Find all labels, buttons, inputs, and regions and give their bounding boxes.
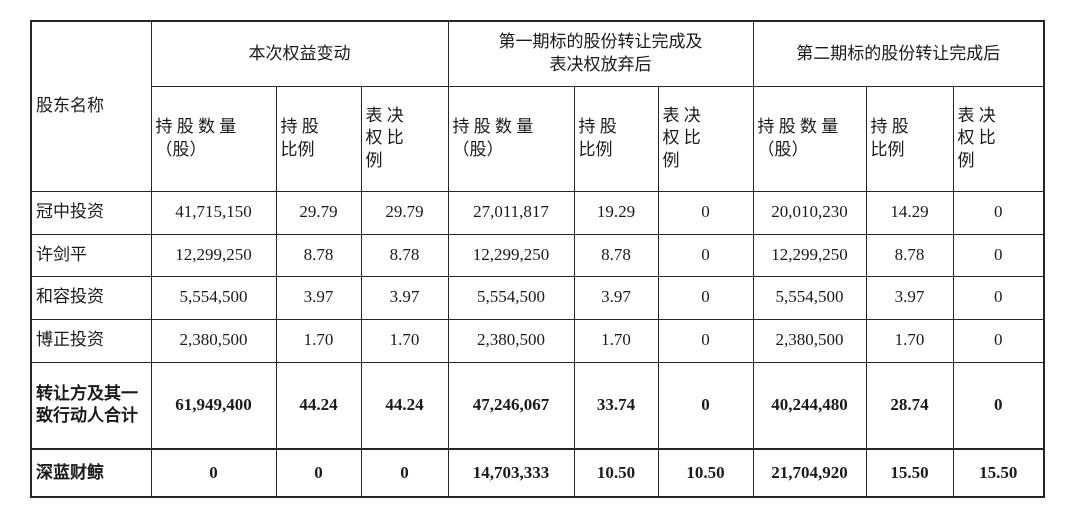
- shareholder-name: 深蓝财鲸: [30, 448, 152, 498]
- cell-value: 8.78: [865, 233, 954, 277]
- cell-value: 20,010,230: [752, 190, 867, 235]
- shareholder-name: 和容投资: [30, 275, 152, 320]
- cell-value: 21,704,920: [752, 448, 867, 498]
- cell-value: 41,715,150: [150, 190, 277, 235]
- cell-value: 8.78: [360, 233, 449, 277]
- cell-value: 2,380,500: [752, 318, 867, 363]
- col-header-ratio-1: 持 股 比例: [275, 85, 362, 192]
- table-row-bozheng: 博正投资 2,380,500 1.70 1.70 2,380,500 1.70 …: [30, 318, 1045, 363]
- cell-value: 0: [657, 361, 754, 450]
- cell-value: 33.74: [573, 361, 659, 450]
- cell-value: 1.70: [360, 318, 449, 363]
- group-header-after-second-transfer: 第二期标的股份转让完成后: [752, 20, 1045, 87]
- col-header-ratio-3: 持 股 比例: [865, 85, 954, 192]
- cell-value: 0: [952, 233, 1045, 277]
- shareholder-name: 冠中投资: [30, 190, 152, 235]
- cell-value: 47,246,067: [447, 361, 575, 450]
- cell-value: 1.70: [865, 318, 954, 363]
- cell-value: 0: [657, 233, 754, 277]
- table-row-shenlancaijing: 深蓝财鲸 0 0 0 14,703,333 10.50 10.50 21,704…: [30, 448, 1045, 498]
- cell-value: 5,554,500: [150, 275, 277, 320]
- cell-value: 19.29: [573, 190, 659, 235]
- col-header-voting-2: 表 决 权 比 例: [657, 85, 754, 192]
- cell-value: 15.50: [952, 448, 1045, 498]
- cell-value: 8.78: [573, 233, 659, 277]
- col-header-qty-1: 持 股 数 量 （股）: [150, 85, 277, 192]
- cell-value: 0: [952, 318, 1045, 363]
- cell-value: 15.50: [865, 448, 954, 498]
- shareholding-change-table: 股东名称 本次权益变动 第一期标的股份转让完成及 表决权放弃后 第二期标的股份转…: [30, 20, 1046, 498]
- cell-value: 44.24: [360, 361, 449, 450]
- cell-value: 8.78: [275, 233, 362, 277]
- cell-value: 10.50: [657, 448, 754, 498]
- cell-value: 12,299,250: [752, 233, 867, 277]
- cell-value: 0: [952, 275, 1045, 320]
- cell-value: 0: [275, 448, 362, 498]
- cell-value: 5,554,500: [752, 275, 867, 320]
- cell-value: 3.97: [360, 275, 449, 320]
- cell-value: 0: [360, 448, 449, 498]
- col-header-voting-1: 表 决 权 比 例: [360, 85, 449, 192]
- table-row-xujianping: 许剑平 12,299,250 8.78 8.78 12,299,250 8.78…: [30, 233, 1045, 277]
- cell-value: 29.79: [275, 190, 362, 235]
- group-header-row: 股东名称 本次权益变动 第一期标的股份转让完成及 表决权放弃后 第二期标的股份转…: [30, 20, 1045, 192]
- shareholder-name: 博正投资: [30, 318, 152, 363]
- cell-value: 14,703,333: [447, 448, 575, 498]
- sub-header-row: 持 股 数 量 （股） 持 股 比例 表 决 权 比 例 持 股 数 量 （股）…: [31, 85, 1045, 192]
- col-header-qty-3: 持 股 数 量 （股）: [752, 85, 867, 192]
- corner-header-shareholder-name: 股东名称: [30, 20, 152, 192]
- cell-value: 1.70: [573, 318, 659, 363]
- cell-value: 5,554,500: [447, 275, 575, 320]
- cell-value: 61,949,400: [150, 361, 277, 450]
- cell-value: 2,380,500: [447, 318, 575, 363]
- cell-value: 0: [150, 448, 277, 498]
- group-header-current-change: 本次权益变动: [150, 20, 449, 87]
- table-row-guanzhong: 冠中投资 41,715,150 29.79 29.79 27,011,817 1…: [30, 190, 1045, 235]
- cell-value: 0: [952, 190, 1045, 235]
- col-header-voting-3: 表 决 权 比 例: [952, 85, 1045, 192]
- table-row-herong: 和容投资 5,554,500 3.97 3.97 5,554,500 3.97 …: [30, 275, 1045, 320]
- cell-value: 12,299,250: [447, 233, 575, 277]
- cell-value: 10.50: [573, 448, 659, 498]
- cell-value: 12,299,250: [150, 233, 277, 277]
- cell-value: 3.97: [865, 275, 954, 320]
- cell-value: 1.70: [275, 318, 362, 363]
- cell-value: 40,244,480: [752, 361, 867, 450]
- cell-value: 0: [657, 190, 754, 235]
- cell-value: 0: [952, 361, 1045, 450]
- col-header-ratio-2: 持 股 比例: [573, 85, 659, 192]
- shareholder-name: 转让方及其一致行动人合计: [30, 361, 152, 450]
- cell-value: 0: [657, 275, 754, 320]
- cell-value: 14.29: [865, 190, 954, 235]
- cell-value: 2,380,500: [150, 318, 277, 363]
- table-row-transferor-total: 转让方及其一致行动人合计 61,949,400 44.24 44.24 47,2…: [30, 361, 1045, 450]
- cell-value: 28.74: [865, 361, 954, 450]
- col-header-qty-2: 持 股 数 量 （股）: [447, 85, 575, 192]
- group-header-after-first-transfer: 第一期标的股份转让完成及 表决权放弃后: [447, 20, 754, 87]
- cell-value: 0: [657, 318, 754, 363]
- shareholder-name: 许剑平: [30, 233, 152, 277]
- cell-value: 3.97: [573, 275, 659, 320]
- cell-value: 29.79: [360, 190, 449, 235]
- cell-value: 44.24: [275, 361, 362, 450]
- cell-value: 27,011,817: [447, 190, 575, 235]
- cell-value: 3.97: [275, 275, 362, 320]
